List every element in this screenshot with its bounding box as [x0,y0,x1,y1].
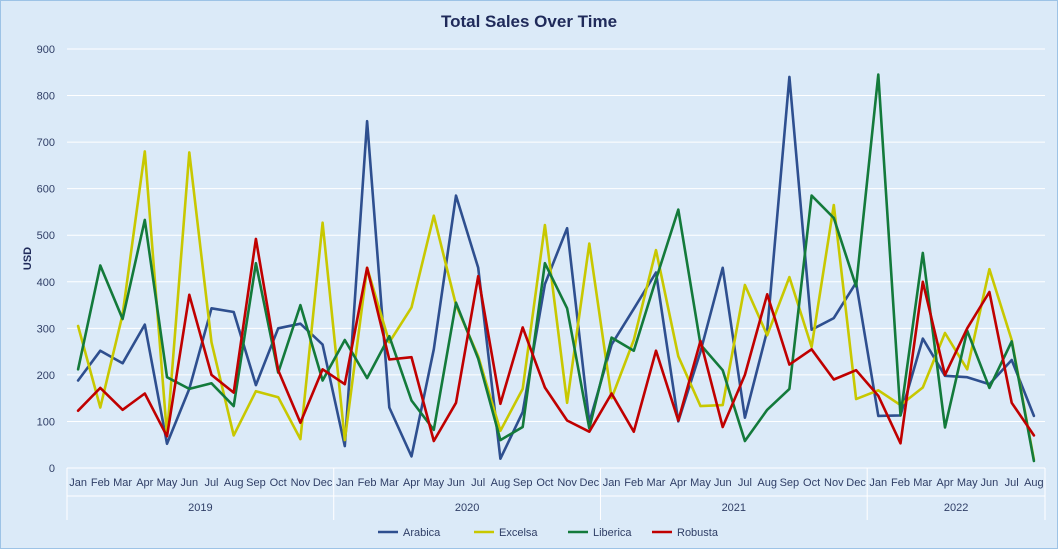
x-tick-label: Jan [869,477,887,489]
x-tick-label: Oct [270,477,287,489]
y-tick-label: 700 [37,137,55,149]
legend-label: Arabica [403,527,441,539]
x-tick-label: Jul [204,477,218,489]
y-tick-label: 500 [37,230,55,242]
year-label: 2019 [188,502,212,514]
x-tick-label: Sep [780,477,800,489]
x-tick-label: Feb [358,477,377,489]
x-tick-label: Nov [557,477,577,489]
y-tick-label: 100 [37,416,55,428]
y-tick-label: 400 [37,277,55,289]
x-tick-label: Jul [1005,477,1019,489]
y-tick-label: 600 [37,184,55,196]
y-tick-label: 200 [37,370,55,382]
x-tick-label: May [157,477,178,489]
chart-title: Total Sales Over Time [440,12,618,31]
x-tick-label: Aug [757,477,777,489]
x-tick-label: Feb [891,477,910,489]
x-tick-label: Aug [224,477,244,489]
x-tick-label: Jan [69,477,87,489]
legend-label: Liberica [593,527,632,539]
x-tick-label: Nov [824,477,844,489]
x-tick-label: Dec [846,477,866,489]
x-tick-label: Nov [291,477,311,489]
x-tick-label: Apr [403,477,420,489]
x-tick-label: Jul [738,477,752,489]
x-tick-label: Jan [336,477,354,489]
x-tick-label: May [423,477,444,489]
series-line-excelsa [76,150,1036,461]
series-line-arabica [76,75,1036,461]
x-tick-label: Apr [936,477,953,489]
year-label: 2022 [944,502,968,514]
y-axis-label: USD [22,247,34,270]
x-tick-label: Sep [513,477,533,489]
series-line-robusta [76,237,1036,445]
x-tick-label: Sep [246,477,266,489]
x-tick-label: Jul [471,477,485,489]
x-tick-label: Dec [313,477,333,489]
y-tick-label: 900 [37,44,55,56]
year-label: 2020 [455,502,479,514]
x-tick-label: Feb [91,477,110,489]
x-tick-label: Mar [913,477,932,489]
x-tick-label: Mar [113,477,132,489]
x-tick-label: Aug [1024,477,1044,489]
x-tick-label: May [690,477,711,489]
x-tick-label: May [957,477,978,489]
y-tick-label: 300 [37,323,55,335]
x-tick-label: Aug [491,477,511,489]
x-tick-label: Apr [136,477,153,489]
x-tick-label: Jun [447,477,465,489]
x-tick-label: Oct [536,477,553,489]
x-tick-label: Mar [380,477,399,489]
year-label: 2021 [722,502,746,514]
x-tick-label: Jun [981,477,999,489]
y-tick-label: 0 [49,463,55,475]
x-tick-label: Oct [803,477,820,489]
legend-label: Robusta [677,527,719,539]
x-tick-label: Apr [670,477,687,489]
x-tick-label: Jun [714,477,732,489]
series-line-liberica [76,73,1036,463]
legend-label: Excelsa [499,527,538,539]
x-tick-label: Jan [603,477,621,489]
x-tick-label: Jun [180,477,198,489]
y-tick-label: 800 [37,91,55,103]
x-tick-label: Dec [580,477,600,489]
x-tick-label: Feb [624,477,643,489]
x-tick-label: Mar [647,477,666,489]
